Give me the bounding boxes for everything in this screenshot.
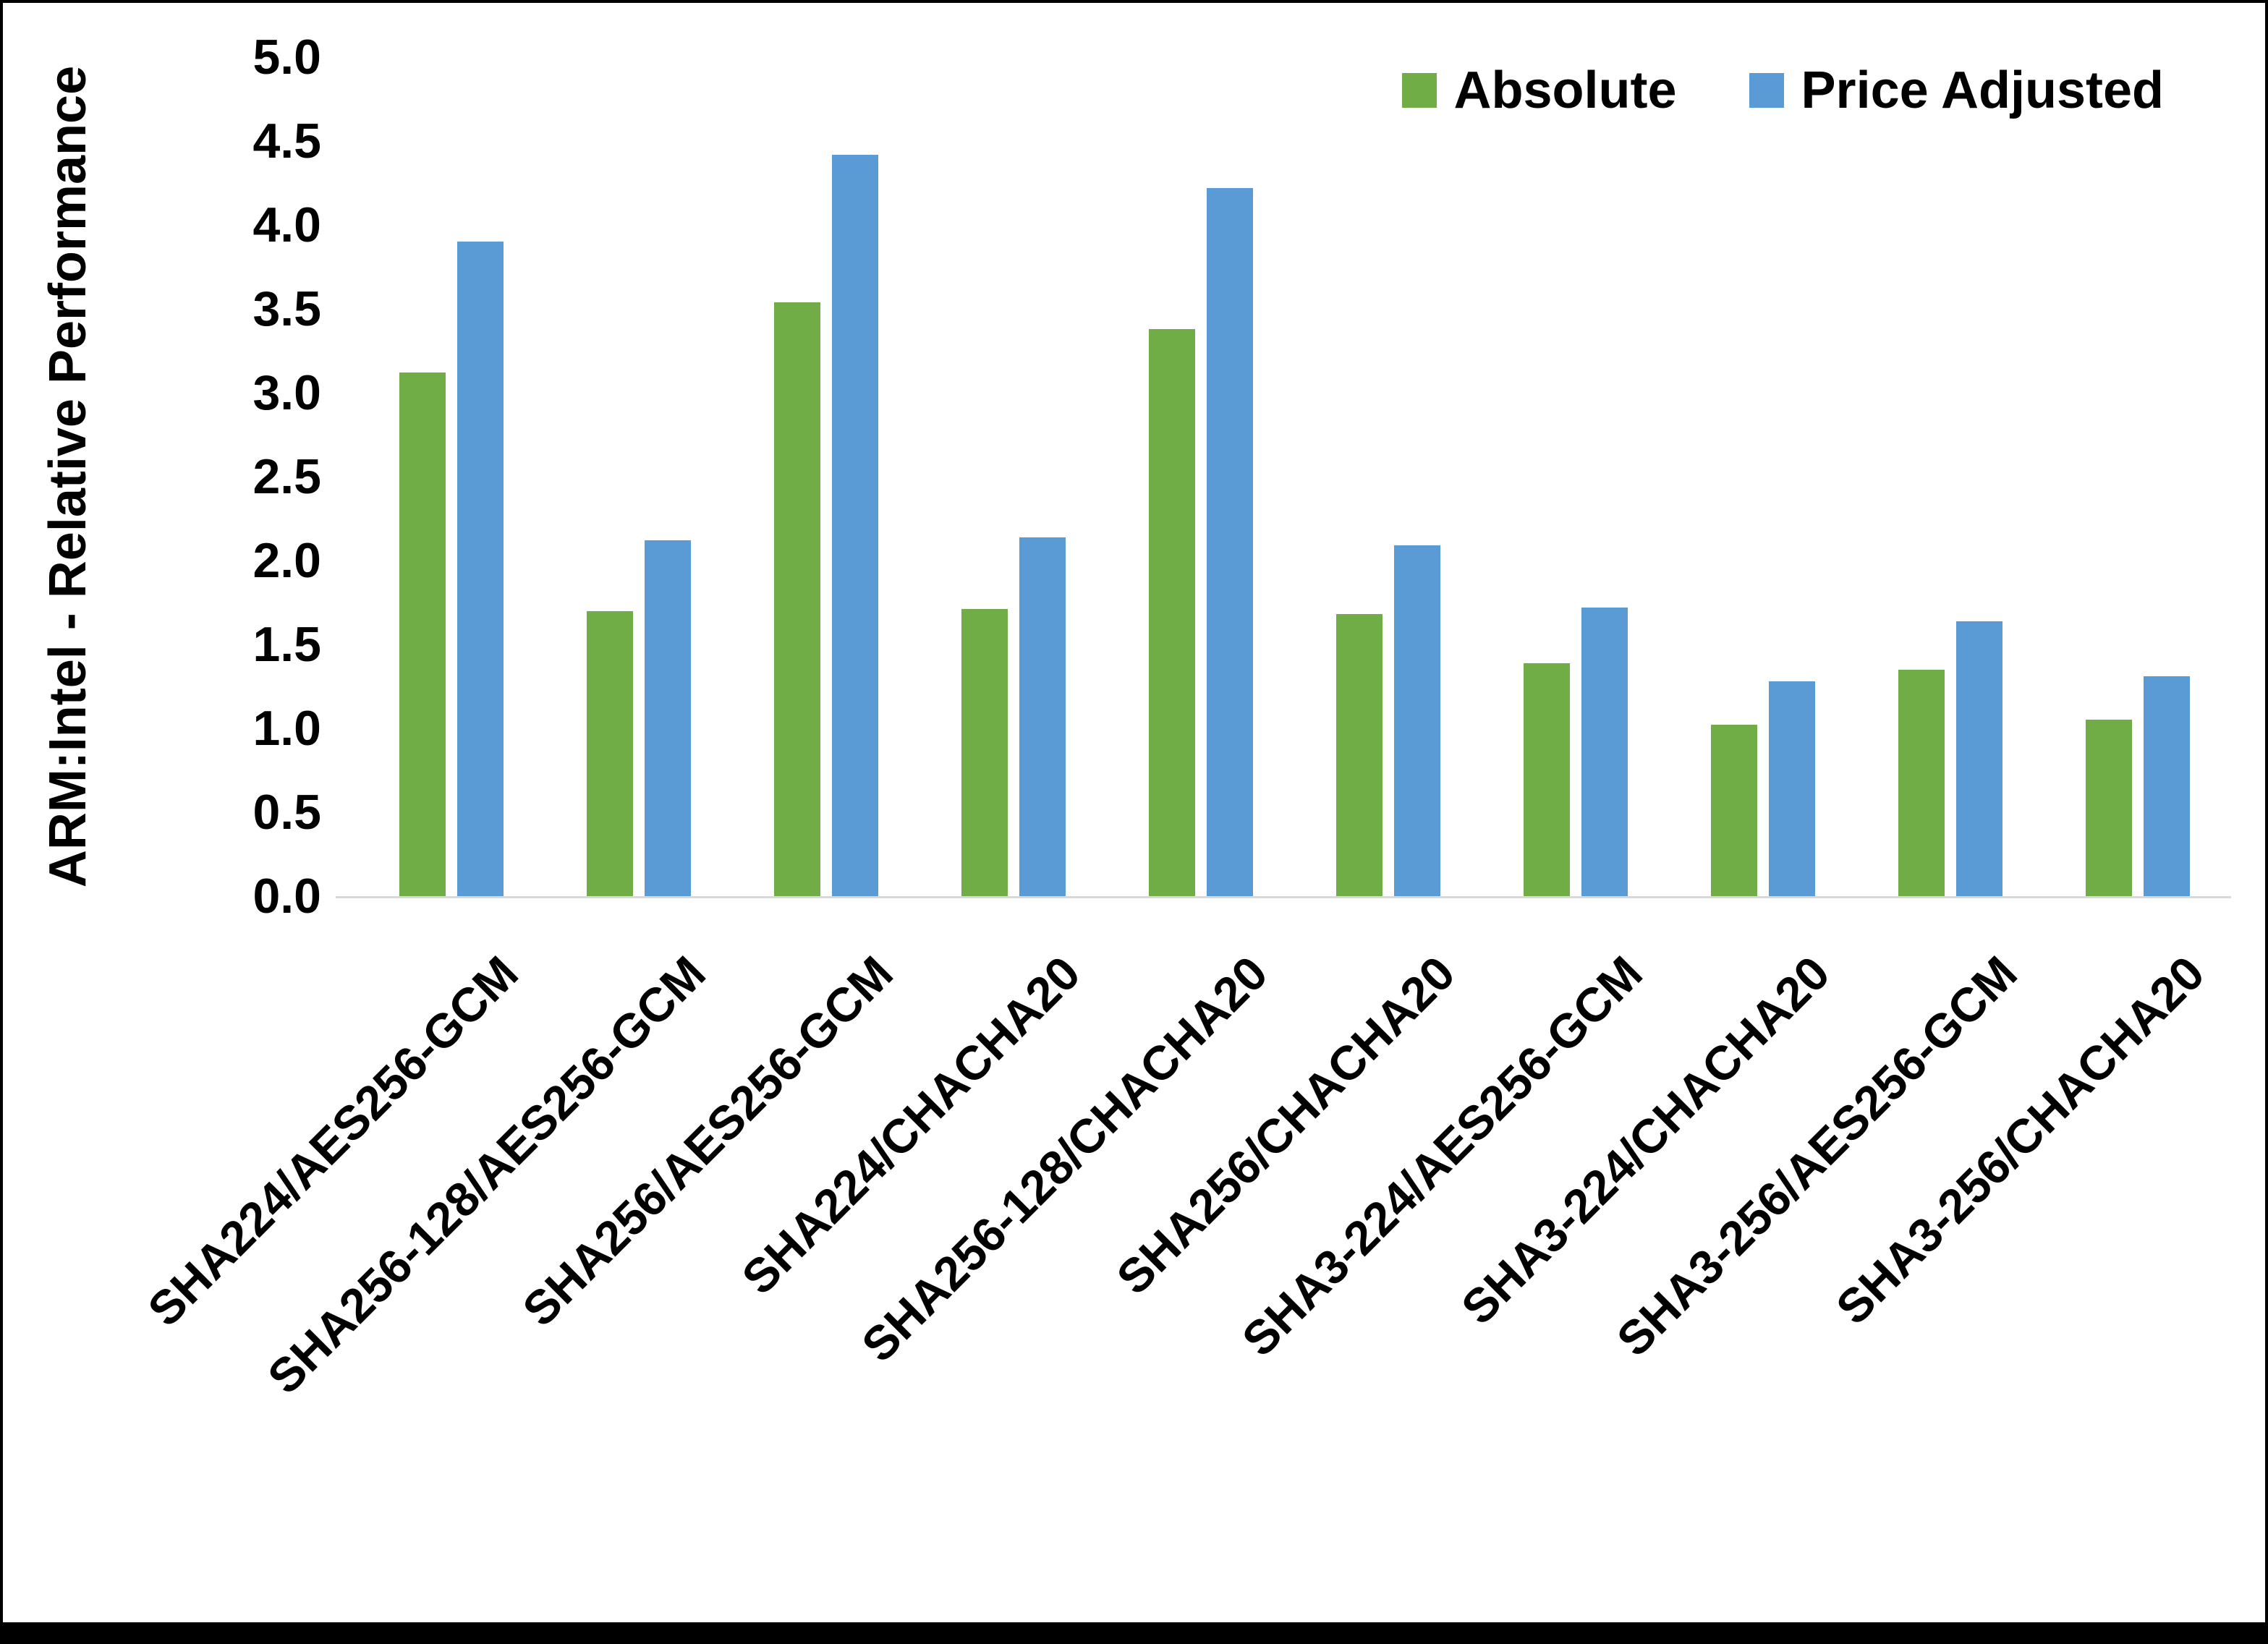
x-category-label: SHA256/CHACHA20 [1105, 945, 1465, 1305]
plot-area [357, 57, 2231, 896]
y-tick-label: 2.0 [252, 533, 321, 588]
absolute-bar [773, 302, 820, 896]
legend-marker-price-adjusted [1749, 73, 1784, 108]
absolute-bar [399, 372, 446, 896]
legend-label: Absolute [1453, 61, 1677, 119]
x-category-label: SHA224/CHACHA20 [731, 945, 1090, 1305]
bar-group [1856, 57, 2044, 896]
y-tick-label: 0.0 [252, 869, 321, 924]
bar-group [357, 57, 545, 896]
x-category-label: SHA3-224/AES256-GCM [1231, 945, 1652, 1367]
price-adjusted-bar [1393, 545, 1440, 896]
bar-group [545, 57, 732, 896]
bar-group [732, 57, 919, 896]
y-tick-label: 1.0 [252, 701, 321, 756]
price-adjusted-bar [2143, 676, 2190, 896]
y-tick-label: 2.5 [252, 449, 321, 504]
legend-item-price-adjusted: Price Adjusted [1749, 61, 2164, 120]
y-tick-label: 4.5 [252, 114, 321, 169]
bar-group [1107, 57, 1294, 896]
absolute-bar [1523, 663, 1570, 896]
legend: Absolute Price Adjusted [1401, 61, 2164, 120]
price-adjusted-bar [1019, 537, 1066, 896]
price-adjusted-bar [456, 242, 504, 896]
bar-group [1669, 57, 1856, 896]
y-tick-label: 0.5 [252, 785, 321, 840]
y-tick-label: 3.5 [252, 281, 321, 336]
y-axis-title: ARM:Intel - Relative Performance [39, 65, 97, 888]
price-adjusted-bar [644, 540, 691, 896]
absolute-bar [961, 609, 1008, 896]
bar-group [2044, 57, 2231, 896]
absolute-bar [586, 610, 633, 896]
price-adjusted-bar [831, 154, 878, 896]
x-category-label: SHA3-256/AES256-GCM [1605, 945, 2027, 1367]
x-category-label: SHA224/AES256-GCM [137, 945, 528, 1337]
x-axis-line [336, 896, 2231, 898]
y-tick-label: 3.0 [252, 365, 321, 420]
x-category-label: SHA256/AES256-GCM [511, 945, 903, 1337]
x-category-label: SHA3-224/CHACHA20 [1451, 945, 1840, 1334]
price-adjusted-bar [1955, 621, 2002, 896]
price-adjusted-bar [1206, 187, 1253, 896]
y-tick-label: 1.5 [252, 617, 321, 672]
bar-group [1482, 57, 1669, 896]
y-tick-label: 4.0 [252, 197, 321, 252]
legend-item-absolute: Absolute [1401, 61, 1677, 120]
bar-group [919, 57, 1107, 896]
y-tick-label: 5.0 [252, 30, 321, 85]
price-adjusted-bar [1768, 681, 1815, 896]
absolute-bar [1148, 328, 1195, 896]
absolute-bar [1335, 614, 1383, 896]
bar-group [1294, 57, 1482, 896]
legend-marker-absolute [1401, 73, 1437, 108]
absolute-bar [2085, 720, 2132, 896]
legend-label: Price Adjusted [1801, 61, 2164, 119]
price-adjusted-bar [1581, 607, 1628, 896]
bottom-border-bar [3, 1622, 2265, 1641]
x-category-label: SHA3-256/CHACHA20 [1825, 945, 2214, 1334]
absolute-bar [1898, 669, 1945, 896]
absolute-bar [1710, 725, 1757, 896]
